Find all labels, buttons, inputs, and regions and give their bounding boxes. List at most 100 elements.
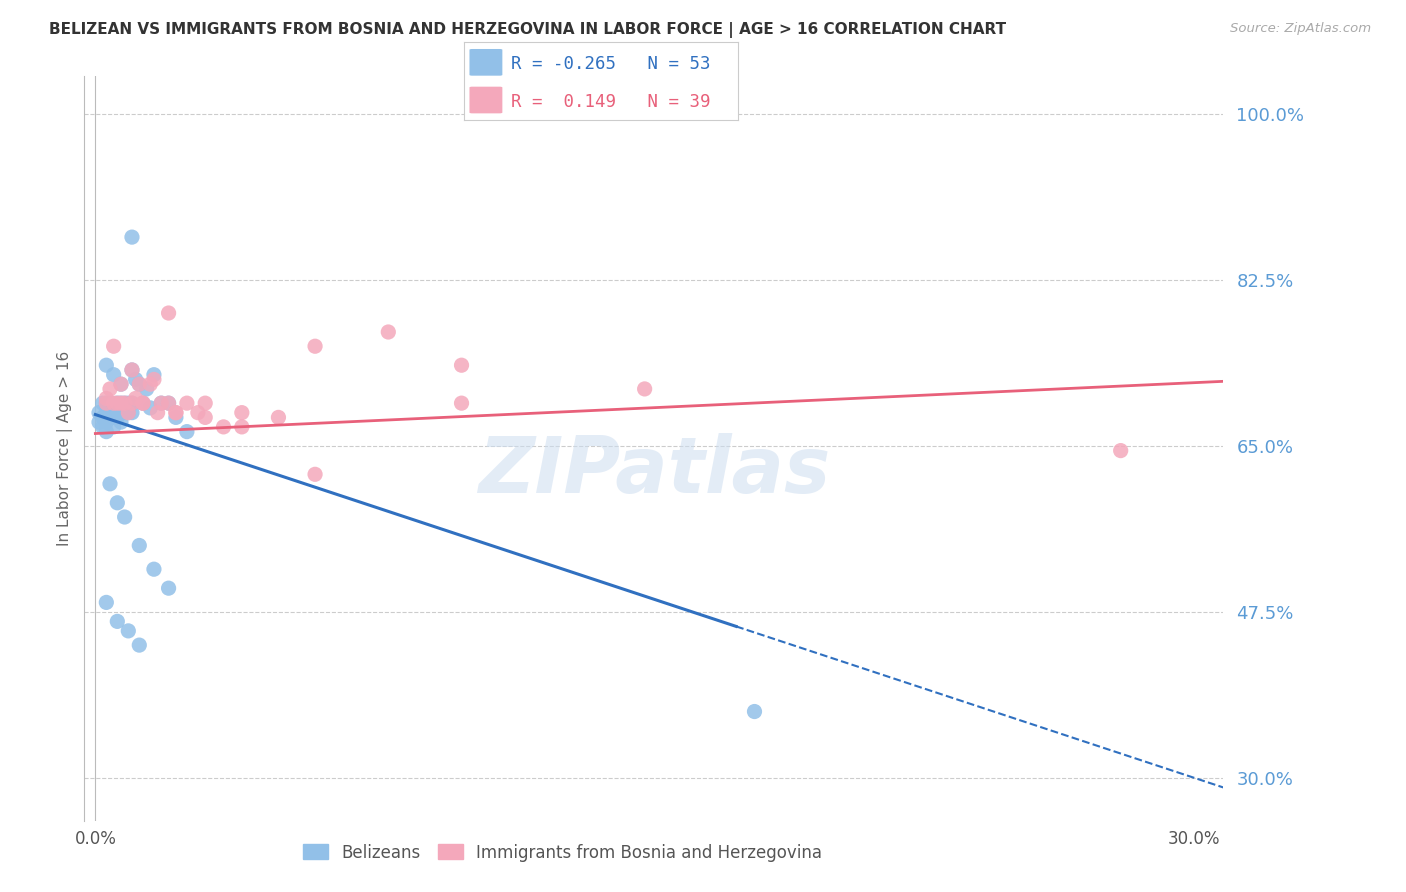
- Point: [98, 476, 121, 491]
- Point: [139, 401, 162, 415]
- Point: [146, 406, 169, 420]
- Point: [187, 406, 209, 420]
- Text: R = -0.265   N = 53: R = -0.265 N = 53: [510, 55, 710, 73]
- Point: [1109, 443, 1132, 458]
- Point: [105, 396, 128, 410]
- Point: [91, 396, 114, 410]
- Point: [121, 363, 143, 377]
- Point: [98, 406, 121, 420]
- Point: [103, 410, 125, 425]
- Text: Source: ZipAtlas.com: Source: ZipAtlas.com: [1230, 22, 1371, 36]
- Point: [96, 396, 118, 410]
- Point: [96, 406, 118, 420]
- Point: [121, 363, 143, 377]
- Point: [114, 396, 136, 410]
- Point: [128, 377, 150, 392]
- FancyBboxPatch shape: [470, 49, 502, 76]
- Point: [165, 410, 187, 425]
- Point: [87, 415, 110, 429]
- Point: [98, 410, 121, 425]
- Point: [157, 396, 180, 410]
- Point: [110, 377, 132, 392]
- Point: [87, 406, 110, 420]
- Point: [142, 372, 165, 386]
- Point: [110, 377, 132, 392]
- FancyBboxPatch shape: [470, 87, 502, 113]
- Point: [142, 562, 165, 576]
- Point: [98, 396, 121, 410]
- Point: [132, 396, 155, 410]
- Point: [121, 230, 143, 244]
- Y-axis label: In Labor Force | Age > 16: In Labor Force | Age > 16: [58, 351, 73, 546]
- Point: [124, 372, 146, 386]
- Point: [128, 638, 150, 652]
- Point: [132, 396, 155, 410]
- Point: [121, 396, 143, 410]
- Point: [114, 396, 136, 410]
- Point: [96, 595, 118, 609]
- Point: [117, 396, 139, 410]
- Point: [103, 420, 125, 434]
- Point: [267, 410, 290, 425]
- Point: [96, 392, 118, 406]
- Point: [96, 415, 118, 429]
- Point: [117, 406, 139, 420]
- Legend: Belizeans, Immigrants from Bosnia and Herzegovina: Belizeans, Immigrants from Bosnia and He…: [297, 837, 828, 868]
- Point: [132, 396, 155, 410]
- Point: [103, 396, 125, 410]
- Point: [98, 382, 121, 396]
- Point: [176, 396, 198, 410]
- Point: [114, 406, 136, 420]
- Point: [157, 396, 180, 410]
- Point: [231, 420, 253, 434]
- Point: [128, 539, 150, 553]
- Point: [139, 377, 162, 392]
- Text: ZIPatlas: ZIPatlas: [478, 433, 830, 508]
- Point: [157, 306, 180, 320]
- Point: [150, 396, 173, 410]
- Point: [157, 581, 180, 595]
- Point: [194, 396, 217, 410]
- Point: [91, 410, 114, 425]
- Point: [142, 368, 165, 382]
- Point: [150, 396, 173, 410]
- Point: [105, 396, 128, 410]
- Point: [105, 615, 128, 629]
- Point: [128, 377, 150, 392]
- Point: [103, 339, 125, 353]
- Text: BELIZEAN VS IMMIGRANTS FROM BOSNIA AND HERZEGOVINA IN LABOR FORCE | AGE > 16 COR: BELIZEAN VS IMMIGRANTS FROM BOSNIA AND H…: [49, 22, 1007, 38]
- Point: [121, 406, 143, 420]
- Point: [105, 401, 128, 415]
- Point: [105, 410, 128, 425]
- Point: [194, 410, 217, 425]
- Point: [96, 396, 118, 410]
- Point: [165, 406, 187, 420]
- Point: [304, 467, 326, 482]
- Point: [135, 382, 157, 396]
- Point: [165, 406, 187, 420]
- Point: [231, 406, 253, 420]
- Point: [212, 420, 235, 434]
- Point: [124, 392, 146, 406]
- Point: [377, 325, 399, 339]
- Point: [176, 425, 198, 439]
- Point: [744, 705, 766, 719]
- Point: [96, 358, 118, 372]
- Point: [110, 396, 132, 410]
- Point: [633, 382, 655, 396]
- Point: [117, 406, 139, 420]
- Point: [121, 396, 143, 410]
- Point: [91, 420, 114, 434]
- Point: [110, 415, 132, 429]
- Point: [96, 425, 118, 439]
- Point: [103, 401, 125, 415]
- Point: [450, 358, 472, 372]
- Text: R =  0.149   N = 39: R = 0.149 N = 39: [510, 93, 710, 111]
- Point: [450, 396, 472, 410]
- Point: [304, 339, 326, 353]
- Point: [117, 624, 139, 638]
- Point: [103, 368, 125, 382]
- Point: [114, 510, 136, 524]
- Point: [110, 406, 132, 420]
- Point: [105, 496, 128, 510]
